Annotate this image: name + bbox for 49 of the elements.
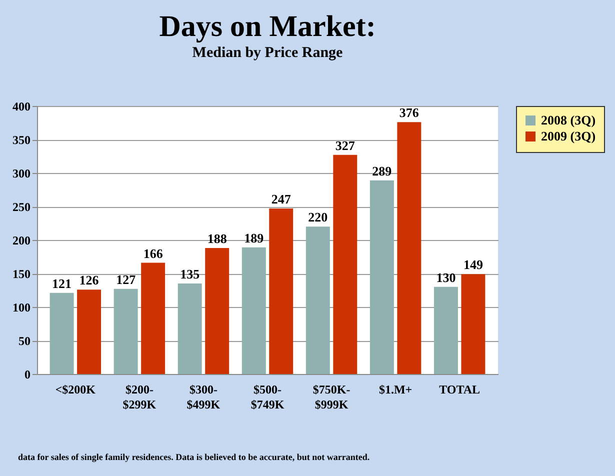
y-tick-label: 400 (12, 100, 30, 114)
bar (397, 122, 422, 374)
data-label: 376 (399, 105, 420, 120)
bar (77, 290, 102, 374)
y-tick-label: 350 (12, 133, 30, 147)
y-tick-label: 150 (12, 267, 30, 281)
x-tick-label: TOTAL (439, 382, 480, 396)
chart-title: Days on Market: (159, 10, 376, 43)
x-tick-label: <$200K (55, 382, 96, 396)
bar (141, 262, 166, 374)
text: data for sales of single family residences. Data is believed to be accurate, but not warranted. (18, 452, 370, 462)
data-label: 130 (436, 270, 456, 285)
bar (178, 284, 202, 374)
bar (370, 180, 394, 374)
legend-label: 2008 (3Q) (541, 112, 596, 128)
x-tick-label: $500-$749K (250, 382, 285, 412)
x-tick-label: $200-$299K (122, 382, 157, 412)
data-label: 127 (116, 272, 136, 287)
data-label: 327 (335, 138, 356, 153)
bar (269, 208, 294, 374)
bar (434, 286, 458, 374)
y-tick-label: 0 (24, 368, 30, 382)
bar (205, 248, 230, 374)
bar (306, 226, 330, 374)
bar (333, 154, 358, 374)
legend-label: 2009 (3Q) (541, 128, 596, 144)
data-label: 247 (271, 192, 292, 207)
x-tick-label: $1.M+ (378, 382, 412, 396)
data-label: 188 (207, 231, 228, 246)
bar (242, 247, 266, 374)
y-tick-label: 250 (12, 200, 30, 214)
x-tick-label: $750K-$999K (312, 382, 350, 412)
x-tick-label: $300-$499K (186, 382, 221, 412)
y-tick-label: 200 (12, 234, 30, 248)
y-tick-label: 50 (18, 334, 30, 348)
bar (461, 274, 486, 374)
data-label: 289 (372, 163, 392, 178)
data-label: 220 (308, 210, 328, 225)
y-tick-label: 300 (12, 166, 30, 180)
data-label: 189 (244, 230, 264, 246)
bar (50, 292, 74, 374)
data-label: 121 (52, 276, 72, 291)
data-label: 166 (143, 246, 164, 261)
y-tick-label: 100 (12, 300, 30, 314)
data-label: 149 (463, 257, 484, 272)
bar (114, 288, 138, 374)
chart-subtitle: Median by Price Range (192, 45, 344, 61)
data-label: 135 (180, 266, 200, 282)
data-label: 126 (79, 272, 100, 288)
